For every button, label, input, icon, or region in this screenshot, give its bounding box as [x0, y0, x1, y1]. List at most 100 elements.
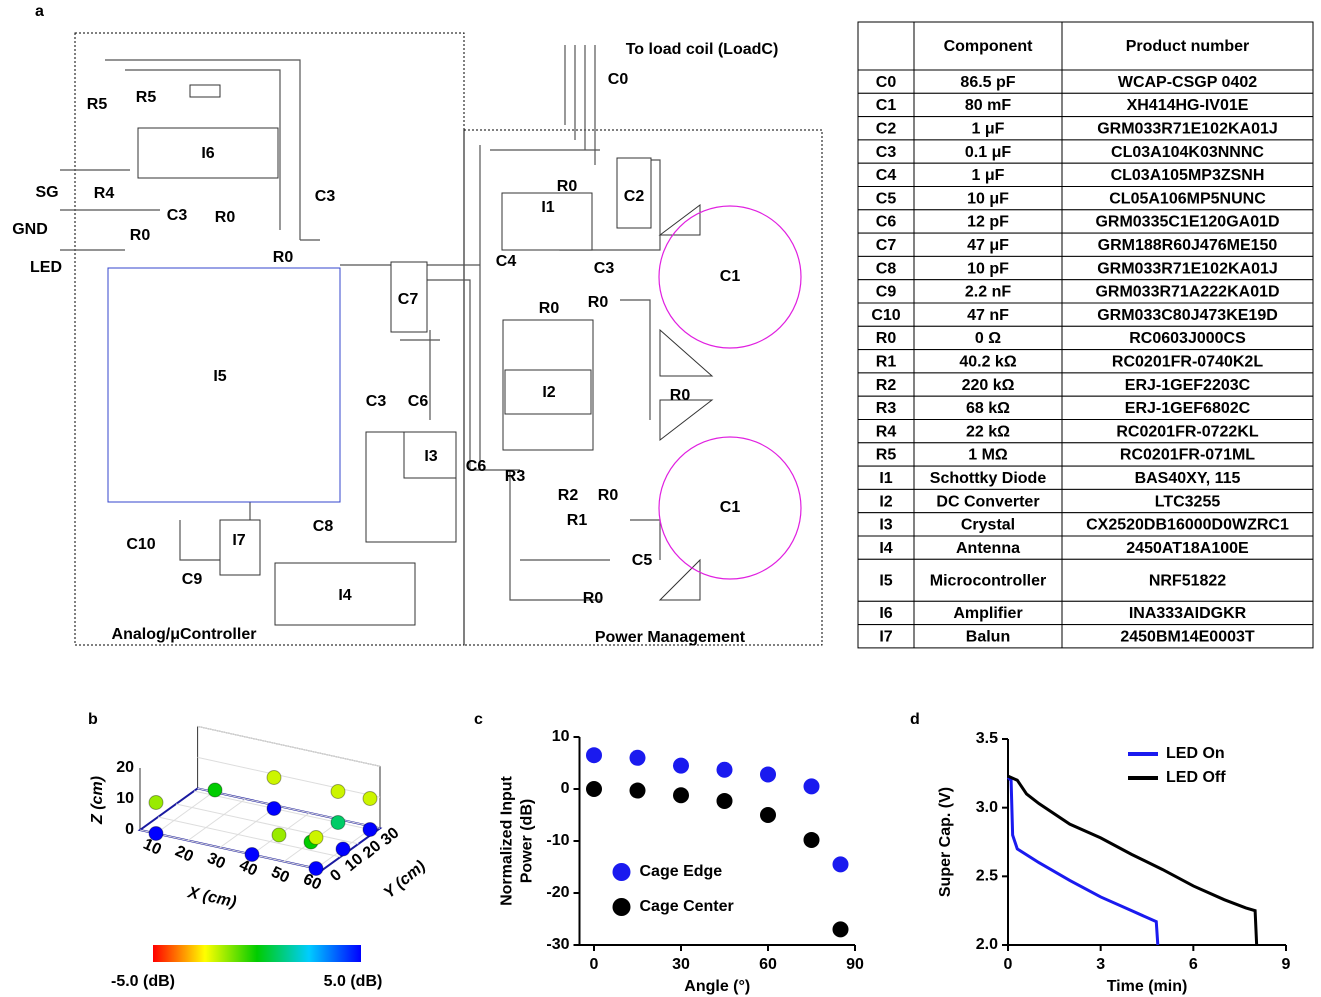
point: [330, 815, 346, 830]
circuit-label: C2: [624, 188, 645, 205]
x-tick-label: 10: [140, 836, 163, 859]
table-cell: R2: [876, 377, 897, 394]
x-tick-label: 90: [846, 956, 864, 973]
circuit-label: C6: [408, 393, 429, 410]
grid-line: [197, 756, 381, 798]
point: [335, 841, 351, 857]
circuit-label: R0: [557, 178, 578, 195]
table-cell: GRM033R71E102KA01J: [1097, 120, 1278, 137]
circuit-label: R0: [539, 300, 560, 317]
circuit-label: C7: [398, 291, 419, 308]
table-cell: INA333AIDGKR: [1129, 605, 1247, 622]
capacitor-c1: [658, 205, 802, 349]
circuit-label: C5: [632, 552, 653, 569]
panel-letter: b: [88, 711, 98, 728]
circuit-label: R0: [130, 227, 151, 244]
x-tick-label: 30: [672, 956, 690, 973]
table-cell: R1: [876, 353, 897, 370]
circuit-label: C3: [167, 207, 188, 224]
circuit-label: R0: [670, 387, 691, 404]
point: [673, 787, 689, 804]
colorbar-label: -5.0 (dB): [111, 973, 175, 990]
table-cell: 40.2 kΩ: [959, 353, 1016, 370]
circuit-label: R4: [94, 185, 115, 202]
x-tick-label: 30: [204, 850, 227, 873]
x-tick-label: 9: [1282, 956, 1291, 973]
circuit-label: C1: [720, 499, 741, 516]
point: [330, 784, 346, 799]
point: [308, 861, 324, 876]
grid-line: [193, 790, 377, 832]
table-cell: GRM0335C1E120GA01D: [1095, 214, 1279, 231]
table-header: Component: [944, 38, 1034, 55]
circuit-label: Power Management: [595, 629, 746, 646]
y-tick-label: -10: [546, 832, 569, 849]
grid-line: [219, 805, 278, 848]
circuit-label: R0: [598, 487, 619, 504]
point: [586, 747, 602, 764]
circuit-label: C3: [594, 260, 615, 277]
circuit-label: R1: [567, 512, 588, 529]
table-cell: CL05A106MP5NUNC: [1109, 190, 1266, 207]
y-axis-label: Normalized Input: [499, 775, 516, 905]
panel-letter: d: [910, 711, 920, 728]
table-cell: 2450BM14E0003T: [1120, 628, 1255, 645]
x-tick-label: 0: [590, 956, 599, 973]
grid-line: [175, 803, 359, 845]
circuit-label: I7: [232, 532, 245, 549]
y-axis-label: Power (dB): [519, 799, 536, 883]
point: [716, 761, 733, 778]
table-cell: GRM188R60J476ME150: [1098, 237, 1278, 254]
panel-letter: c: [474, 711, 483, 728]
y-tick-label: 3.5: [976, 730, 998, 747]
grid-line: [197, 787, 381, 829]
circuit-label: I4: [338, 587, 351, 604]
table-cell: I5: [879, 573, 892, 590]
circuit-label: I5: [213, 368, 226, 385]
circuit-label: Analog/μController: [112, 626, 257, 643]
table-cell: GRM033R71E102KA01J: [1097, 260, 1278, 277]
y-axis-label: Super Cap. (V): [937, 787, 954, 897]
y-tick-label: 2.5: [976, 868, 998, 885]
table-cell: Crystal: [961, 517, 1015, 534]
table-cell: 47 μF: [967, 237, 1009, 254]
point: [760, 807, 776, 823]
table-header: Product number: [1126, 38, 1250, 55]
y-tick-label: 0: [327, 866, 345, 885]
y-tick-label: 0: [561, 780, 570, 797]
x-axis-label: X (cm): [185, 884, 237, 911]
colorbar: [153, 945, 361, 962]
table-cell: BAS40XY, 115: [1135, 470, 1241, 487]
part-c7: [390, 261, 428, 333]
chip-i5-outline: [107, 267, 341, 503]
z-tick-label: 10: [116, 790, 134, 807]
grid-line: [197, 725, 381, 767]
table-cell: 2.2 nF: [965, 284, 1011, 301]
table-cell: 10 pF: [967, 260, 1009, 277]
part: [504, 369, 592, 415]
table-cell: Balun: [966, 628, 1010, 645]
point: [148, 795, 164, 810]
table-cell: WCAP-CSGP 0402: [1118, 74, 1257, 91]
table-cell: DC Converter: [936, 493, 1039, 510]
point: [271, 827, 287, 843]
point: [148, 826, 164, 841]
table-cell: C2: [876, 120, 897, 137]
z-tick-label: 0: [125, 821, 134, 838]
chip-i1: [501, 192, 593, 251]
table-cell: R4: [876, 423, 897, 440]
table-cell: C9: [876, 284, 897, 301]
circuit-label: To load coil (LoadC): [626, 41, 779, 58]
x-tick-label: 40: [236, 857, 259, 880]
part: [403, 431, 457, 479]
circuit-label: C9: [182, 571, 203, 588]
table-cell: Amplifier: [953, 605, 1022, 622]
point: [629, 749, 646, 766]
table-cell: 68 kΩ: [966, 400, 1010, 417]
x-tick-label: 20: [172, 843, 195, 866]
panel-letter: a: [35, 3, 44, 20]
table-row: [857, 465, 1314, 490]
circuit-label: C4: [496, 253, 517, 270]
circuit-label: SG: [35, 184, 58, 201]
table-cell: C7: [876, 237, 897, 254]
